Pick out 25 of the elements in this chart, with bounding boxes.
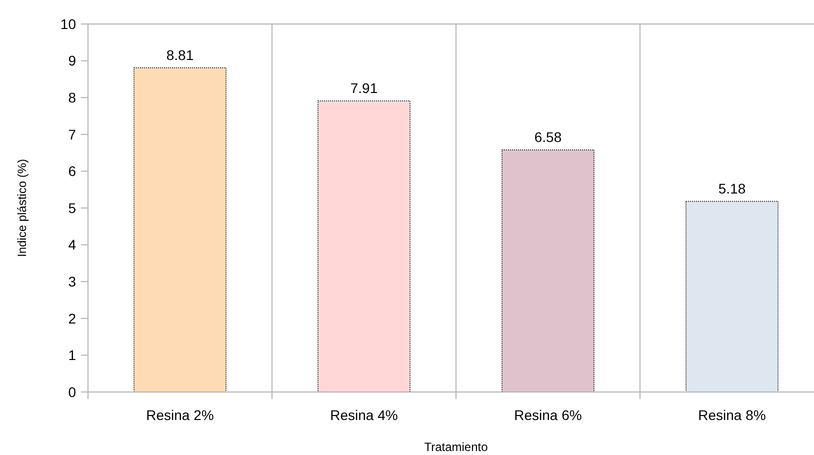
- bar: [134, 67, 226, 392]
- y-tick-label: 7: [68, 126, 76, 142]
- bar: [502, 149, 594, 392]
- y-tick-label: 10: [60, 16, 76, 32]
- y-tick-label: 8: [68, 90, 76, 106]
- bar: [686, 200, 778, 392]
- data-label: 6.58: [534, 128, 562, 145]
- y-tick-label: 5: [68, 200, 76, 216]
- x-tick-label: Resina 8%: [698, 407, 766, 423]
- y-tick-label: 9: [68, 52, 76, 69]
- y-tick-label: 3: [68, 274, 76, 290]
- x-tick-label: Resina 4%: [330, 407, 398, 423]
- y-axis-title: Indice plástico (%): [15, 158, 29, 258]
- y-tick-label: 1: [68, 347, 76, 364]
- data-label: 7.91: [350, 80, 378, 96]
- x-tick-label: Resina 6%: [514, 407, 582, 423]
- data-label: 8.81: [166, 46, 194, 63]
- x-tick-label: Resina 2%: [146, 407, 214, 423]
- y-tick-label: 2: [68, 310, 76, 326]
- y-tick-label: 4: [68, 236, 76, 253]
- y-tick-label: 0: [68, 384, 76, 400]
- x-axis-title: Tratamiento: [424, 440, 488, 454]
- bar: [318, 100, 410, 392]
- data-label: 5.18: [718, 180, 746, 196]
- y-tick-label: 6: [68, 163, 76, 180]
